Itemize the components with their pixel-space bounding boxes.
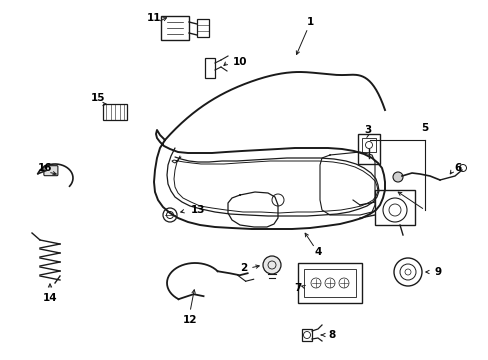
Bar	[374, 190, 414, 225]
Text: 4: 4	[314, 247, 321, 257]
Bar	[103, 104, 127, 120]
Text: 1: 1	[306, 17, 313, 27]
Text: 14: 14	[42, 293, 57, 303]
Bar	[204, 58, 215, 78]
Bar	[361, 138, 375, 152]
Bar	[297, 263, 361, 303]
Text: 5: 5	[421, 123, 428, 133]
Text: 8: 8	[328, 330, 335, 340]
Text: 15: 15	[91, 93, 105, 103]
Text: 10: 10	[232, 57, 247, 67]
Bar	[197, 19, 208, 37]
Circle shape	[392, 172, 402, 182]
Bar	[302, 329, 311, 341]
Text: 7: 7	[294, 283, 301, 293]
Text: 16: 16	[38, 163, 52, 173]
Text: 9: 9	[433, 267, 441, 277]
Circle shape	[263, 256, 281, 274]
Text: 3: 3	[364, 125, 371, 135]
Text: 2: 2	[239, 263, 246, 273]
Text: 11: 11	[146, 13, 161, 23]
Bar	[357, 134, 379, 164]
Text: 12: 12	[183, 315, 197, 325]
Text: 13: 13	[190, 205, 205, 215]
Text: 6: 6	[453, 163, 461, 173]
FancyBboxPatch shape	[44, 166, 58, 176]
Bar	[304, 269, 355, 297]
Bar	[161, 16, 189, 40]
